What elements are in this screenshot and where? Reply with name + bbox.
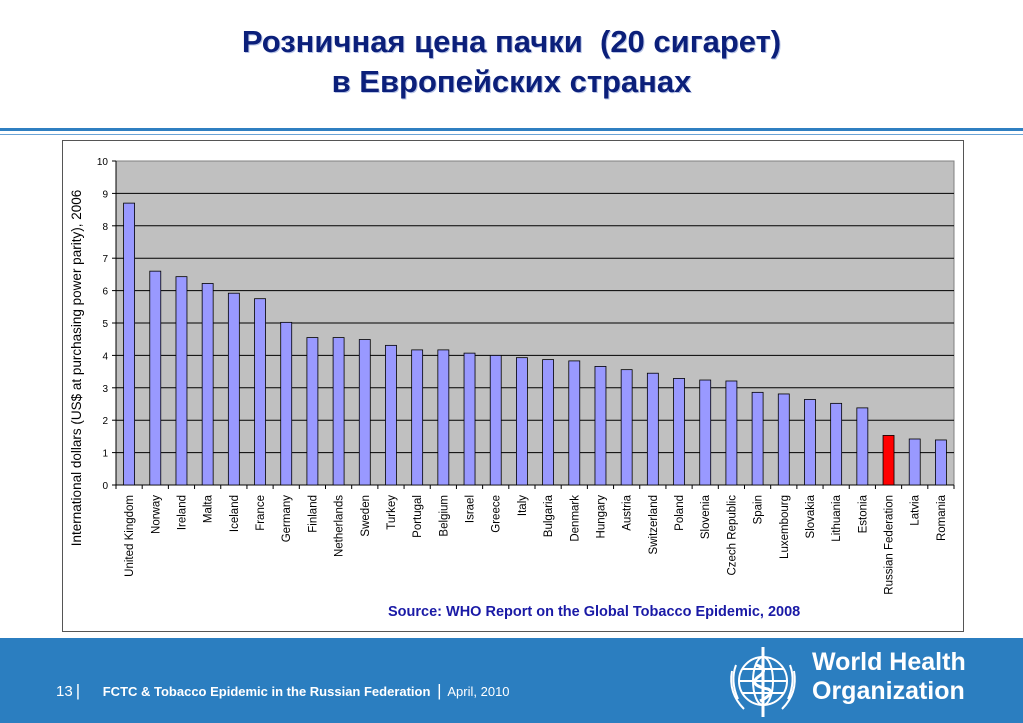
bar — [437, 349, 450, 486]
bar — [411, 349, 424, 486]
x-tick-label: Romania — [936, 494, 948, 541]
x-tick-label: Latvia — [910, 494, 922, 525]
who-wordmark: World Health Organization — [812, 648, 966, 706]
source-note: Source: WHO Report on the Global Tobacco… — [388, 604, 801, 620]
footer-date: April, 2010 — [447, 684, 510, 699]
y-tick-label: 2 — [102, 416, 108, 427]
x-tick-label: Turkey — [386, 495, 398, 530]
x-tick-label: Austria — [622, 494, 634, 530]
chart-frame: 0 1 2 3 4 5 6 7 8 9 10 United Kingdom Norway Ireland M… — [62, 140, 964, 632]
x-tick-label: Portugal — [412, 495, 424, 538]
x-tick-label: United Kingdom — [124, 495, 136, 577]
bar-highlighted — [882, 435, 895, 486]
x-tick-label: Czech Republic — [726, 495, 738, 576]
page-number: 13 | — [56, 681, 81, 700]
bar — [463, 352, 476, 486]
bar — [385, 344, 397, 486]
y-tick-label: 10 — [97, 157, 109, 168]
x-tick-label: Italy — [517, 495, 529, 516]
bar — [620, 369, 633, 486]
x-tick-label: Ireland — [176, 495, 188, 530]
bar-chart: 0 1 2 3 4 5 6 7 8 9 10 United Kingdom Norway Ireland M… — [69, 157, 955, 595]
x-tick-label: Lithuania — [831, 494, 843, 541]
x-tick-label: Slovenia — [700, 494, 712, 539]
slide-title-line2: в Европейских странах — [331, 64, 692, 99]
bar — [673, 378, 685, 486]
x-tick-label: France — [255, 495, 267, 531]
x-tick-label: Denmark — [569, 495, 581, 542]
bar — [777, 393, 790, 486]
who-name-line2: Organization — [812, 677, 965, 705]
x-tick-label: Switzerland — [648, 495, 660, 554]
y-tick-label: 5 — [102, 319, 108, 330]
x-tick-label: Sweden — [360, 495, 372, 537]
slide-title-line1: Розничная цена пачки (20 сигарет) — [241, 24, 782, 59]
who-name-line1: World Health — [812, 648, 966, 676]
y-tick-label: 0 — [102, 481, 108, 492]
x-tick-label: Russian Federation — [884, 495, 896, 595]
bar — [358, 339, 371, 486]
who-emblem-icon — [730, 647, 796, 717]
x-tick-label: Belgium — [438, 495, 450, 537]
bar — [489, 354, 502, 486]
x-tick-label: Hungary — [595, 495, 607, 539]
y-tick-label: 6 — [102, 287, 108, 298]
y-axis-title: International dollars (US$ at purchasing… — [69, 190, 84, 546]
slide-title: Розничная цена пачки (20 сигарет) в Евро… — [0, 22, 1023, 102]
bar — [149, 270, 162, 486]
footer-band: 13 | FCTC & Tobacco Epidemic in the Russi… — [0, 638, 1023, 723]
bar — [201, 283, 214, 486]
bar — [830, 402, 843, 486]
footer-text: 13 | FCTC & Tobacco Epidemic in the Russi… — [56, 681, 510, 701]
y-tick-label: 1 — [102, 449, 108, 460]
x-tick-label: Luxembourg — [779, 495, 791, 559]
bar — [646, 372, 659, 486]
bar — [725, 380, 738, 486]
y-tick-label: 8 — [102, 222, 108, 233]
bar — [280, 321, 293, 486]
bar — [332, 337, 345, 486]
bar — [175, 276, 188, 486]
bar — [908, 438, 921, 486]
bar — [699, 379, 712, 486]
footer-title: FCTC & Tobacco Epidemic in the Russian F… — [102, 684, 431, 699]
y-tick-label: 3 — [102, 384, 108, 395]
x-tick-label: Finland — [307, 495, 319, 533]
bar — [542, 359, 554, 486]
bar — [804, 399, 816, 486]
x-tick-label: Poland — [674, 495, 686, 531]
bar — [751, 391, 764, 486]
y-tick-label: 9 — [102, 189, 108, 200]
y-tick-label: 4 — [102, 351, 108, 362]
y-tick-label: 7 — [102, 254, 108, 265]
x-tick-label: Germany — [281, 495, 293, 543]
x-tick-label: Bulgaria — [543, 494, 555, 537]
bar — [594, 366, 607, 486]
title-divider — [0, 128, 1023, 131]
bar — [227, 292, 240, 486]
title-divider-thin — [0, 134, 1023, 135]
bar — [568, 360, 581, 486]
bar — [935, 439, 947, 486]
bar — [123, 202, 135, 486]
x-tick-label: Netherlands — [334, 495, 346, 557]
x-tick-label: Malta — [203, 494, 215, 523]
bar — [306, 337, 319, 486]
x-tick-label: Slovakia — [805, 494, 817, 538]
x-tick-label: Norway — [150, 495, 162, 534]
x-tick-label: Greece — [491, 495, 503, 533]
bar — [254, 298, 266, 486]
x-tick-label: Iceland — [229, 495, 241, 532]
bar — [516, 357, 528, 486]
x-tick-label: Spain — [753, 495, 765, 524]
x-tick-label: Israel — [465, 495, 477, 523]
bar — [856, 407, 869, 486]
footer-separator: | — [437, 681, 442, 700]
x-tick-label: Estonia — [857, 494, 869, 533]
